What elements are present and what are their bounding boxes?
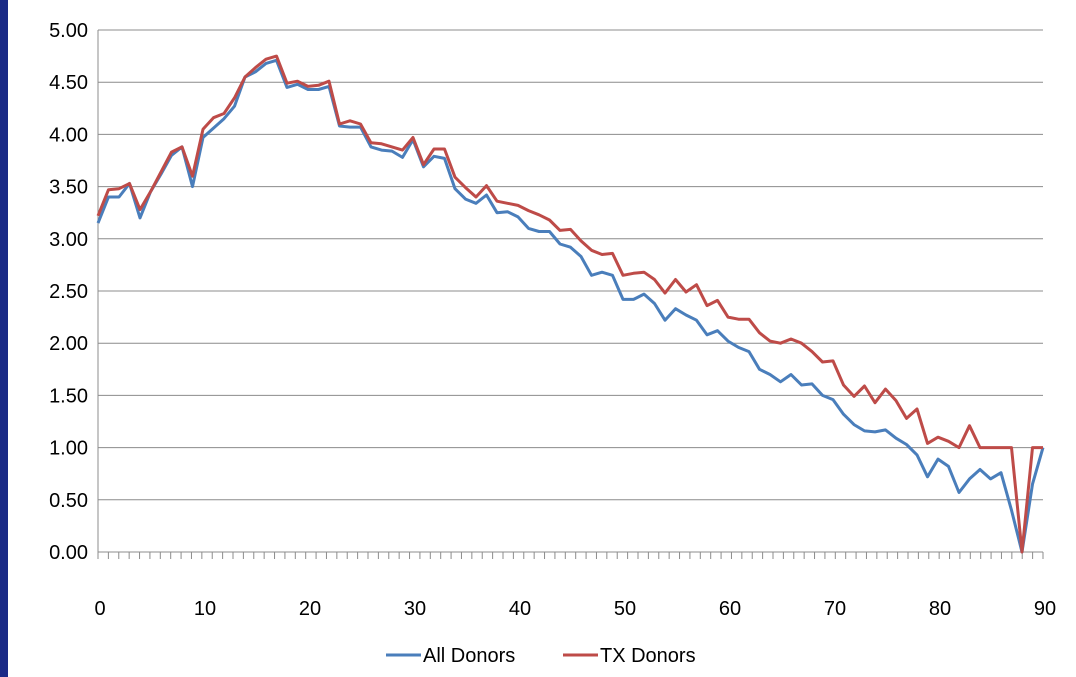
x-tick-label: 0 bbox=[94, 598, 105, 620]
x-tick-label: 40 bbox=[509, 598, 531, 620]
gridlines bbox=[98, 29, 1043, 501]
y-tick-label: 1.00 bbox=[49, 438, 88, 460]
legend-label-all-donors: All Donors bbox=[423, 645, 515, 667]
y-tick-label: 4.50 bbox=[49, 72, 88, 94]
legend-label-tx-donors: TX Donors bbox=[600, 645, 696, 667]
chart-frame: 0.00 0.50 1.00 1.50 2.00 2.50 3.00 3.50 4.00 4.50… bbox=[8, 0, 1076, 677]
series-line-all-donors bbox=[96, 58, 1045, 554]
y-tick-label: 3.00 bbox=[49, 229, 88, 251]
legend: All Donors TX Donors bbox=[386, 645, 696, 667]
x-tick-label: 50 bbox=[614, 598, 636, 620]
x-tick-label: 80 bbox=[929, 598, 951, 620]
x-tick-label: 10 bbox=[194, 598, 216, 620]
x-tick-label: 70 bbox=[824, 598, 846, 620]
y-tick-label: 3.50 bbox=[49, 177, 88, 199]
line-chart: 0.00 0.50 1.00 1.50 2.00 2.50 3.00 3.50 4.00 4.50… bbox=[49, 20, 1056, 667]
axes bbox=[97, 30, 1044, 559]
y-tick-label: 0.00 bbox=[49, 542, 88, 564]
y-tick-label: 2.50 bbox=[49, 281, 88, 303]
x-tick-label: 90 bbox=[1034, 598, 1056, 620]
y-tick-label: 1.50 bbox=[49, 385, 88, 407]
tick-labels: 0.00 0.50 1.00 1.50 2.00 2.50 3.00 3.50 4.00 4.50… bbox=[49, 20, 1056, 620]
x-tick-label: 20 bbox=[299, 598, 321, 620]
y-tick-label: 5.00 bbox=[49, 20, 88, 42]
x-tick-label: 30 bbox=[404, 598, 426, 620]
series-line-tx-donors bbox=[96, 54, 1043, 554]
x-tick-label: 60 bbox=[719, 598, 741, 620]
series-lines bbox=[96, 54, 1045, 554]
y-tick-label: 0.50 bbox=[49, 490, 88, 512]
y-tick-label: 2.00 bbox=[49, 333, 88, 355]
y-tick-label: 4.00 bbox=[49, 124, 88, 146]
